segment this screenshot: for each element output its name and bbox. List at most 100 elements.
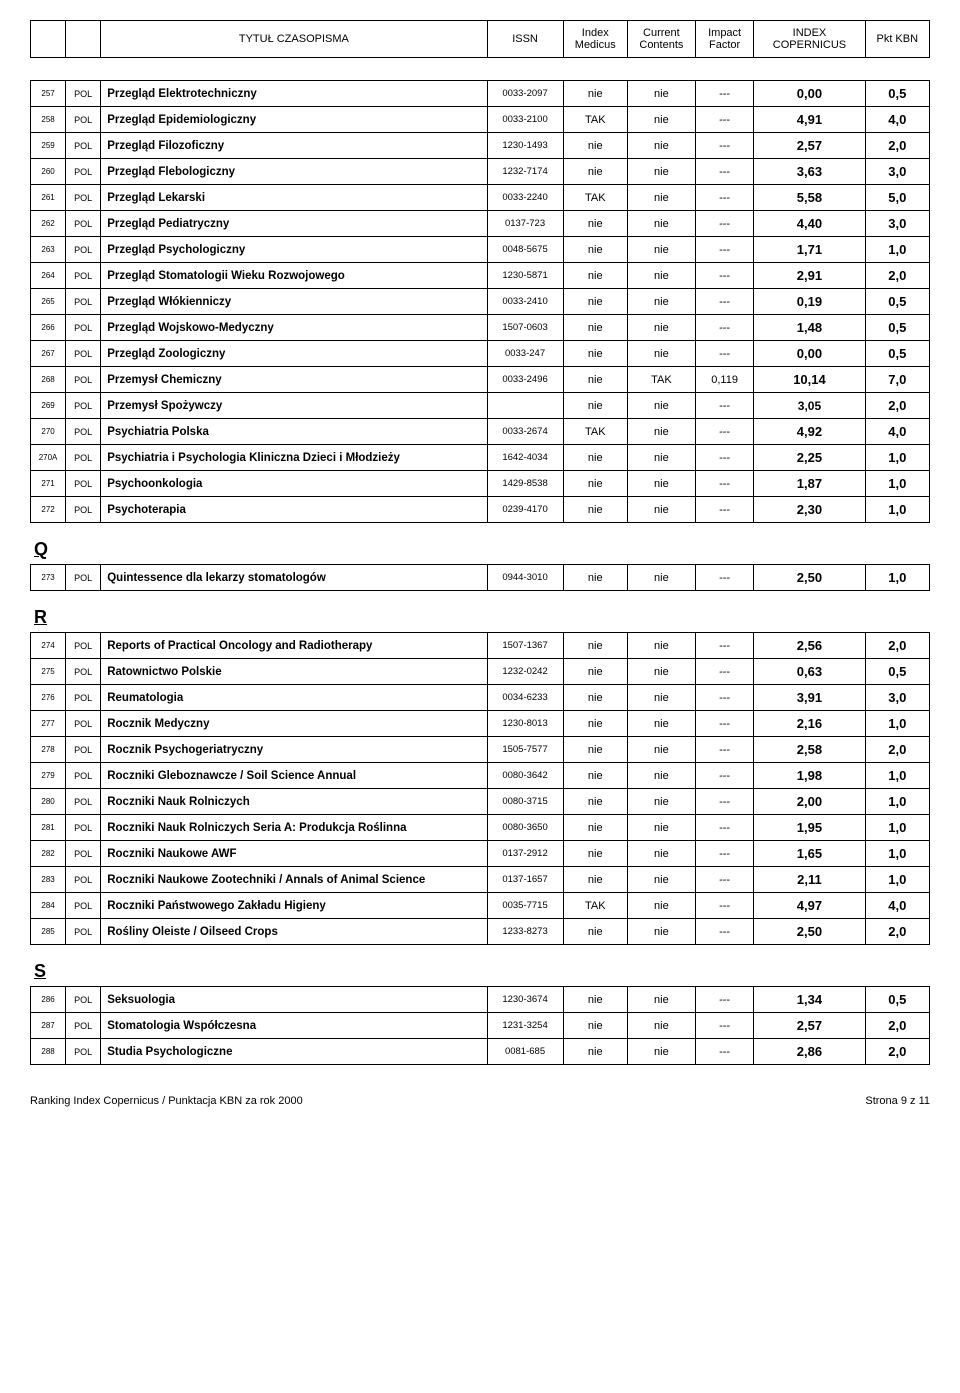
row-index-copernicus: 1,98 xyxy=(754,763,865,789)
row-current-contents: nie xyxy=(627,737,695,763)
row-number: 278 xyxy=(31,737,66,763)
row-number: 272 xyxy=(31,497,66,523)
row-index-medicus: nie xyxy=(563,159,627,185)
row-country: POL xyxy=(66,1013,101,1039)
row-country: POL xyxy=(66,841,101,867)
row-impact-factor: --- xyxy=(695,919,754,945)
row-country: POL xyxy=(66,987,101,1013)
row-index-medicus: nie xyxy=(563,919,627,945)
row-index-medicus: nie xyxy=(563,789,627,815)
row-index-copernicus: 1,65 xyxy=(754,841,865,867)
header-issn: ISSN xyxy=(487,21,563,58)
row-title: Psychiatria i Psychologia Kliniczna Dzie… xyxy=(101,445,487,471)
row-pkt-kbn: 2,0 xyxy=(865,263,929,289)
row-impact-factor: --- xyxy=(695,1013,754,1039)
row-pkt-kbn: 1,0 xyxy=(865,471,929,497)
row-impact-factor: --- xyxy=(695,763,754,789)
header-pkt-kbn: Pkt KBN xyxy=(865,21,929,58)
row-title: Reumatologia xyxy=(101,685,487,711)
row-number: 280 xyxy=(31,789,66,815)
row-current-contents: nie xyxy=(627,919,695,945)
row-issn: 0137-2912 xyxy=(487,841,563,867)
row-country: POL xyxy=(66,341,101,367)
row-country: POL xyxy=(66,763,101,789)
row-index-copernicus: 3,05 xyxy=(754,393,865,419)
row-pkt-kbn: 0,5 xyxy=(865,289,929,315)
table-row: 275POLRatownictwo Polskie1232-0242nienie… xyxy=(31,659,930,685)
row-number: 277 xyxy=(31,711,66,737)
row-current-contents: nie xyxy=(627,289,695,315)
row-title: Stomatologia Współczesna xyxy=(101,1013,487,1039)
row-impact-factor: --- xyxy=(695,711,754,737)
row-impact-factor: --- xyxy=(695,263,754,289)
row-issn: 0035-7715 xyxy=(487,893,563,919)
row-current-contents: nie xyxy=(627,315,695,341)
row-number: 260 xyxy=(31,159,66,185)
table-row: 276POLReumatologia0034-6233nienie---3,91… xyxy=(31,685,930,711)
row-impact-factor: --- xyxy=(695,815,754,841)
row-country: POL xyxy=(66,633,101,659)
row-country: POL xyxy=(66,107,101,133)
row-index-medicus: nie xyxy=(563,1039,627,1065)
table-row: 273POLQuintessence dla lekarzy stomatolo… xyxy=(31,565,930,591)
row-index-copernicus: 2,86 xyxy=(754,1039,865,1065)
table-row: 260POLPrzegląd Flebologiczny1232-7174nie… xyxy=(31,159,930,185)
row-country: POL xyxy=(66,419,101,445)
row-current-contents: nie xyxy=(627,185,695,211)
row-country: POL xyxy=(66,919,101,945)
row-title: Ratownictwo Polskie xyxy=(101,659,487,685)
row-country: POL xyxy=(66,237,101,263)
row-current-contents: nie xyxy=(627,419,695,445)
table-row: 268POLPrzemysł Chemiczny0033-2496nieTAK0… xyxy=(31,367,930,393)
row-number: 258 xyxy=(31,107,66,133)
row-issn: 1230-8013 xyxy=(487,711,563,737)
row-impact-factor: --- xyxy=(695,565,754,591)
row-index-medicus: nie xyxy=(563,633,627,659)
row-country: POL xyxy=(66,893,101,919)
row-issn: 0137-723 xyxy=(487,211,563,237)
table-row: 257POLPrzegląd Elektrotechniczny0033-209… xyxy=(31,81,930,107)
row-number: 257 xyxy=(31,81,66,107)
row-current-contents: nie xyxy=(627,133,695,159)
row-index-copernicus: 2,00 xyxy=(754,789,865,815)
table-row: 263POLPrzegląd Psychologiczny0048-5675ni… xyxy=(31,237,930,263)
row-pkt-kbn: 0,5 xyxy=(865,315,929,341)
row-title: Rocznik Medyczny xyxy=(101,711,487,737)
row-number: 268 xyxy=(31,367,66,393)
row-pkt-kbn: 0,5 xyxy=(865,987,929,1013)
row-title: Roczniki Gleboznawcze / Soil Science Ann… xyxy=(101,763,487,789)
row-country: POL xyxy=(66,289,101,315)
table-row: 270POLPsychiatria Polska0033-2674TAKnie-… xyxy=(31,419,930,445)
row-index-copernicus: 2,91 xyxy=(754,263,865,289)
row-index-medicus: nie xyxy=(563,341,627,367)
row-country: POL xyxy=(66,263,101,289)
row-impact-factor: --- xyxy=(695,497,754,523)
row-pkt-kbn: 1,0 xyxy=(865,841,929,867)
table-row: 285POLRośliny Oleiste / Oilseed Crops123… xyxy=(31,919,930,945)
row-pkt-kbn: 5,0 xyxy=(865,185,929,211)
row-number: 265 xyxy=(31,289,66,315)
row-issn: 1505-7577 xyxy=(487,737,563,763)
row-impact-factor: --- xyxy=(695,159,754,185)
row-impact-factor: --- xyxy=(695,685,754,711)
row-issn xyxy=(487,393,563,419)
row-pkt-kbn: 0,5 xyxy=(865,659,929,685)
row-index-copernicus: 2,11 xyxy=(754,867,865,893)
row-impact-factor: --- xyxy=(695,633,754,659)
row-title: Rocznik Psychogeriatryczny xyxy=(101,737,487,763)
row-index-medicus: TAK xyxy=(563,107,627,133)
row-pkt-kbn: 4,0 xyxy=(865,107,929,133)
row-current-contents: nie xyxy=(627,211,695,237)
main-data-table: 257POLPrzegląd Elektrotechniczny0033-209… xyxy=(30,80,930,523)
row-index-copernicus: 4,92 xyxy=(754,419,865,445)
row-index-medicus: nie xyxy=(563,815,627,841)
row-title: Przegląd Flebologiczny xyxy=(101,159,487,185)
footer-right: Strona 9 z 11 xyxy=(865,1095,930,1107)
row-pkt-kbn: 3,0 xyxy=(865,211,929,237)
row-issn: 1231-3254 xyxy=(487,1013,563,1039)
header-table: TYTUŁ CZASOPISMA ISSN Index Medicus Curr… xyxy=(30,20,930,58)
row-issn: 0239-4170 xyxy=(487,497,563,523)
row-number: 284 xyxy=(31,893,66,919)
row-number: 276 xyxy=(31,685,66,711)
row-current-contents: nie xyxy=(627,711,695,737)
